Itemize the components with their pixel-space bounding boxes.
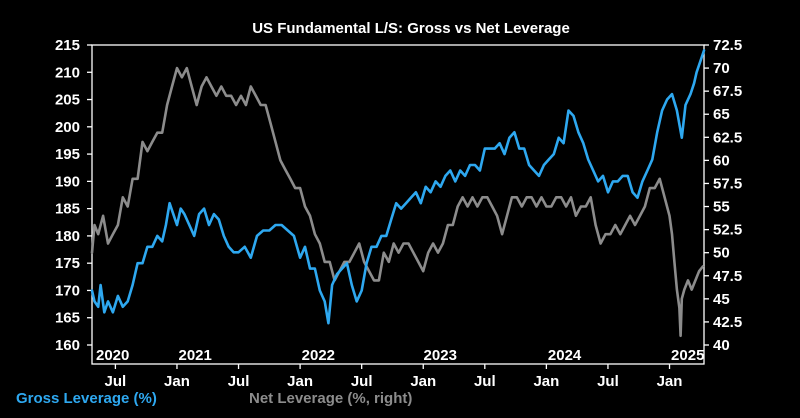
gross-leverage-line — [90, 49, 706, 325]
year-label: 2021 — [179, 347, 212, 364]
x-tick-label: Jan — [410, 373, 436, 390]
x-tick-label: Jan — [657, 373, 683, 390]
right-tick-label: 60 — [713, 152, 730, 169]
left-tick-label: 210 — [55, 64, 80, 81]
right-tick-label: 70 — [713, 60, 730, 77]
year-label: 2020 — [96, 347, 129, 364]
right-tick-label: 45 — [713, 291, 730, 308]
right-tick-label: 40 — [713, 337, 730, 354]
x-tick-label: Jul — [474, 373, 496, 390]
x-tick-label: Jan — [287, 373, 313, 390]
right-tick-label: 67.5 — [713, 83, 742, 100]
left-tick-label: 180 — [55, 228, 80, 245]
right-tick-label: 42.5 — [713, 314, 742, 331]
chart-title: US Fundamental L/S: Gross vs Net Leverag… — [252, 20, 570, 37]
right-tick-label: 62.5 — [713, 129, 742, 146]
series-lines — [90, 49, 706, 338]
left-tick-label: 185 — [55, 201, 80, 218]
x-tick-label: Jul — [105, 373, 127, 390]
right-tick-label: 52.5 — [713, 222, 742, 239]
x-tick-label: Jul — [228, 373, 250, 390]
left-tick-label: 195 — [55, 146, 80, 163]
right-tick-label: 65 — [713, 106, 730, 123]
left-axis: 215 210 205 200 195 190 185 180 175 170 165 160 — [55, 37, 92, 354]
net-leverage-line — [90, 66, 705, 338]
x-tick-label: Jul — [351, 373, 373, 390]
x-axis: Jul Jan Jul Jan Jul Jan Jul Jan Jul Jan — [105, 364, 683, 390]
legend-net-leverage: Net Leverage (%, right) — [249, 390, 412, 407]
left-tick-label: 175 — [55, 255, 80, 272]
left-tick-label: 200 — [55, 119, 80, 136]
right-tick-label: 47.5 — [713, 268, 742, 285]
year-label: 2025 — [671, 347, 704, 364]
right-tick-label: 50 — [713, 245, 730, 262]
left-tick-label: 165 — [55, 310, 80, 327]
year-label: 2023 — [424, 347, 457, 364]
right-tick-label: 55 — [713, 199, 730, 216]
left-tick-label: 215 — [55, 37, 80, 54]
right-tick-label: 72.5 — [713, 37, 742, 54]
year-label: 2022 — [302, 347, 335, 364]
plot-frame — [91, 44, 705, 365]
x-tick-label: Jan — [164, 373, 190, 390]
left-tick-label: 170 — [55, 282, 80, 299]
left-tick-label: 160 — [55, 337, 80, 354]
year-labels: 2020 2021 2022 2023 2024 2025 — [96, 347, 704, 364]
right-tick-label: 57.5 — [713, 175, 742, 192]
legend-gross-leverage: Gross Leverage (%) — [16, 390, 157, 407]
right-axis: 72.5 70 67.5 65 62.5 60 57.5 55 52.5 50 47.5 45 42.5… — [704, 37, 742, 354]
left-tick-label: 205 — [55, 92, 80, 109]
left-tick-label: 190 — [55, 173, 80, 190]
x-tick-label: Jan — [533, 373, 559, 390]
x-tick-label: Jul — [597, 373, 619, 390]
year-label: 2024 — [548, 347, 582, 364]
